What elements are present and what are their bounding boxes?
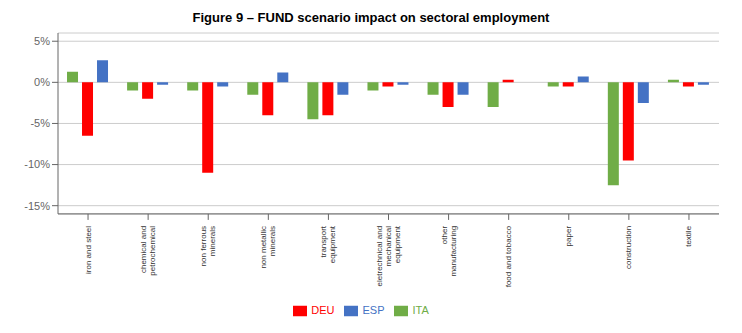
svg-text:-15%: -15% [24, 200, 50, 212]
svg-text:5%: 5% [34, 35, 50, 47]
svg-text:chemical andpetrochemical: chemical andpetrochemical [139, 226, 157, 276]
svg-text:construction: construction [624, 226, 633, 269]
html-text:Figure 9 – FUND scenario impac: Figure 9 – FUND scenario impact on secto… [192, 10, 550, 25]
svg-text:paper: paper [564, 226, 573, 247]
svg-text:eletrechnical andmechanicalequ: eletrechnical andmechanicalequipment [375, 225, 402, 286]
svg-text:-10%: -10% [24, 158, 50, 170]
svg-text:iron and steel: iron and steel [84, 226, 93, 274]
html-text:ITA: ITA [412, 303, 429, 316]
svg-text:-5%: -5% [30, 117, 50, 129]
svg-text:non metallicminerals: non metallicminerals [259, 226, 277, 269]
svg-text:non ferrousminerals: non ferrousminerals [199, 226, 217, 266]
svg-text:food and tobacco: food and tobacco [504, 225, 513, 287]
svg-text:0%: 0% [34, 76, 50, 88]
html-text:ESP: ESP [362, 303, 385, 316]
html-text:DEU: DEU [311, 303, 335, 316]
svg-text:transportequipment: transportequipment [319, 225, 337, 263]
svg-text:textile: textile [684, 225, 693, 246]
svg-text:othermanufacturing: othermanufacturing [440, 226, 458, 277]
